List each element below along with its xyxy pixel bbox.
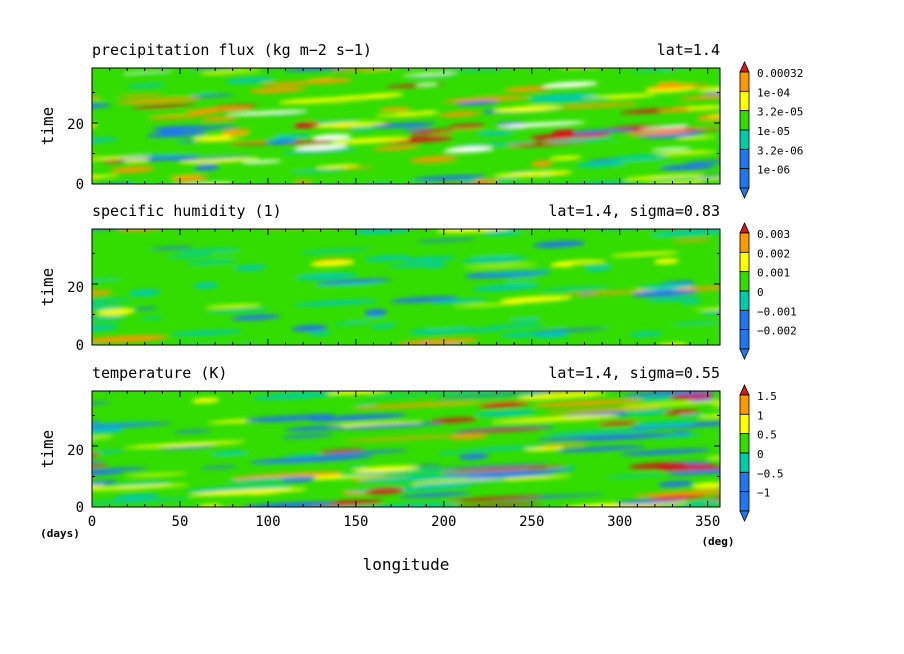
colorbar-segment [739, 129, 750, 150]
x-tick-label: 250 [519, 514, 544, 530]
colorbar-segment [739, 71, 750, 92]
colorbar-segment [739, 433, 750, 454]
colorbar-label: −1 [757, 487, 770, 500]
colorbar-cap [739, 222, 750, 234]
heatmap-field [92, 229, 720, 345]
colorbar-segment [739, 168, 750, 189]
ytick-label: 0 [76, 338, 84, 354]
colorbar-cap [739, 61, 750, 73]
x-tick-labels: 0 50 100 150 200 250 300 350 [88, 514, 721, 530]
x-tick-label: 150 [343, 514, 368, 530]
panel-title: temperature (K) [92, 364, 227, 382]
ytick-label: 20 [67, 117, 84, 133]
colorbar-label: 3.2e-06 [757, 144, 803, 157]
colorbar-segment [739, 413, 750, 435]
x-tick-label: 0 [88, 514, 96, 530]
x-tick-label: 300 [607, 514, 632, 530]
heatmap-field [92, 391, 720, 507]
axis-ticks [91, 391, 720, 508]
colorbar-segment [739, 251, 750, 273]
x-unit-label: (deg) [701, 535, 734, 548]
colorbar-segment [739, 471, 750, 493]
colorbar-segment [739, 290, 750, 311]
colorbar-segment [739, 232, 750, 253]
colorbar-segment [739, 271, 750, 292]
colorbar-label: −0.002 [757, 325, 797, 338]
colorbar-segment [739, 394, 750, 415]
colorbar-label: −0.001 [757, 305, 797, 318]
y-axis-label: time [38, 268, 57, 307]
colorbar-label: −0.5 [757, 467, 784, 480]
panel-title: specific humidity (1) [92, 202, 282, 220]
colorbar-label: 1 [757, 409, 764, 422]
colorbar-segment [739, 110, 750, 131]
colorbar-label: 0.002 [757, 247, 790, 260]
colorbar-cap [739, 510, 750, 522]
ytick-label: 0 [76, 500, 84, 516]
colorbar: 0.00032 1e-04 3.2e-05 1e-05 3.2e-06 1e-06 [739, 61, 803, 199]
colorbar: 1.5 1 0.5 0 −0.5 −1 [739, 384, 784, 522]
ytick-label: 20 [67, 443, 84, 459]
panel-precipitation: precipitation flux (kg m−2 s−1) lat=1.4 … [38, 41, 803, 199]
colorbar-label: 0.00032 [757, 67, 803, 80]
field-background [92, 229, 720, 345]
axis-ticks [91, 229, 720, 346]
panel-tag: lat=1.4, sigma=0.55 [548, 364, 720, 382]
ytick-label: 20 [67, 280, 84, 296]
x-tick-label: 350 [695, 514, 720, 530]
panel-tag: lat=1.4 [657, 41, 720, 59]
colorbar-segment [739, 309, 750, 331]
colorbar-segment [739, 90, 750, 112]
plot-frame [91, 228, 721, 346]
colorbar-label: 0.003 [757, 228, 790, 241]
x-tick-label: 200 [431, 514, 456, 530]
axis-ticks [91, 68, 720, 185]
colorbar: 0.003 0.002 0.001 0 −0.001 −0.002 [739, 222, 797, 360]
x-tick-label: 50 [172, 514, 189, 530]
colorbar-label: 1.5 [757, 390, 777, 403]
panel-humidity: specific humidity (1) lat=1.4, sigma=0.8… [38, 202, 797, 360]
y-unit-label: (days) [40, 527, 80, 540]
plot-frame [91, 67, 721, 185]
panel-temperature: temperature (K) lat=1.4, sigma=0.55 0 20… [38, 364, 784, 522]
colorbar-label: 1e-06 [757, 164, 790, 177]
colorbar-label: 0.001 [757, 267, 790, 280]
colorbar-label: 0.5 [757, 429, 777, 442]
x-axis-label: longitude [363, 555, 450, 574]
colorbar-label: 1e-05 [757, 125, 790, 138]
colorbar-label: 1e-04 [757, 86, 790, 99]
heatmap-field [92, 68, 720, 184]
colorbar-label: 3.2e-05 [757, 106, 803, 119]
panel-tag: lat=1.4, sigma=0.83 [548, 202, 720, 220]
panel-title: precipitation flux (kg m−2 s−1) [92, 41, 372, 59]
ytick-label: 0 [76, 177, 84, 193]
colorbar-label: 0 [757, 448, 764, 461]
colorbar-segment [739, 148, 750, 170]
colorbar-segment [739, 452, 750, 473]
x-tick-label: 100 [255, 514, 280, 530]
colorbar-cap [739, 187, 750, 199]
colorbar-label: 0 [757, 286, 764, 299]
plot-frame [91, 390, 721, 508]
y-axis-label: time [38, 107, 57, 146]
colorbar-segment [739, 329, 750, 350]
colorbar-segment [739, 491, 750, 512]
colorbar-cap [739, 348, 750, 360]
y-axis-label: time [38, 430, 57, 469]
colorbar-cap [739, 384, 750, 396]
